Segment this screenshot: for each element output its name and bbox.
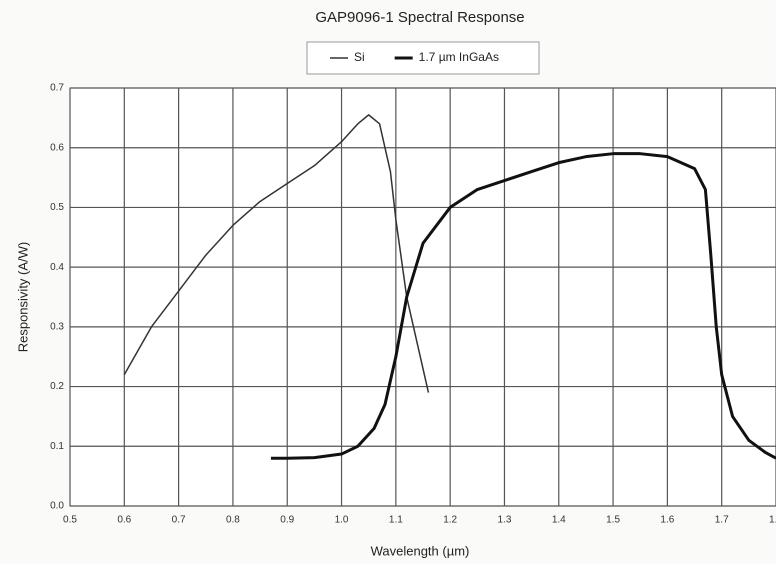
x-axis-label: Wavelength (µm) xyxy=(371,543,470,558)
y-tick-label: 0.6 xyxy=(50,142,64,153)
x-tick-label: 1.1 xyxy=(389,515,403,526)
y-tick-label: 0.0 xyxy=(50,501,64,512)
y-tick-label: 0.3 xyxy=(50,321,64,332)
x-tick-label: 1.2 xyxy=(443,515,457,526)
x-tick-label: 0.5 xyxy=(63,515,77,526)
series-line xyxy=(123,114,430,393)
x-tick-label: 1.5 xyxy=(606,515,620,526)
y-tick-label: 0.2 xyxy=(50,381,64,392)
y-tick-label: 0.1 xyxy=(50,441,64,452)
x-tick-label: 0.8 xyxy=(226,515,240,526)
y-axis-label: Responsivity (A/W) xyxy=(15,242,30,353)
x-tick-label: 1.3 xyxy=(498,515,512,526)
x-tick-label: 0.9 xyxy=(280,515,294,526)
y-tick-label: 0.7 xyxy=(50,83,64,94)
plot-area xyxy=(69,87,776,507)
x-tick-label: 1.0 xyxy=(335,515,349,526)
series-line xyxy=(270,152,776,460)
x-tick-label: 0.6 xyxy=(117,515,131,526)
x-tick-label: 0.7 xyxy=(172,515,186,526)
x-tick-label: 1.6 xyxy=(660,515,674,526)
legend-label: 1.7 µm InGaAs xyxy=(419,50,499,64)
x-tick-label: 1.4 xyxy=(552,515,566,526)
x-tick-label: 1.8 xyxy=(769,515,776,526)
y-tick-label: 0.4 xyxy=(50,262,64,273)
x-tick-label: 1.7 xyxy=(715,515,729,526)
chart-title: GAP9096-1 Spectral Response xyxy=(315,9,524,26)
legend-label: Si xyxy=(354,50,365,64)
y-tick-label: 0.5 xyxy=(50,202,64,213)
